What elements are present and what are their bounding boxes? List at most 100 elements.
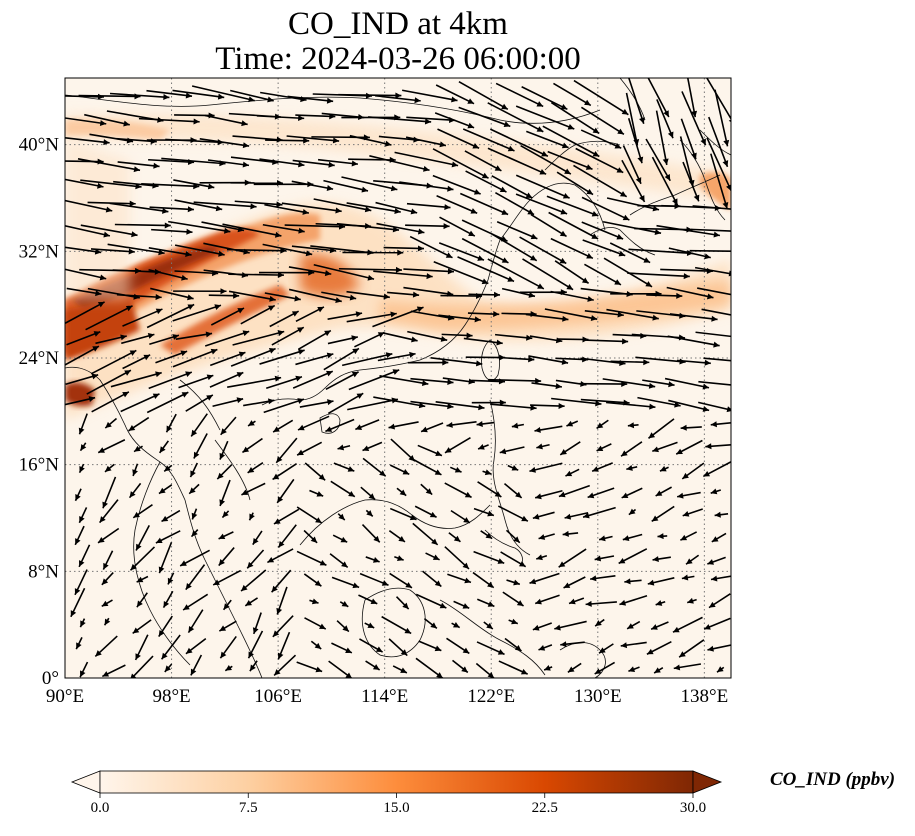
wind-arrow [338,92,402,99]
wind-arrow [498,660,528,675]
wind-arrow [323,347,360,371]
wind-arrow [191,508,198,520]
wind-arrow [452,659,469,674]
wind-arrow [430,356,483,367]
wind-arrow [521,86,568,111]
wind-arrow [548,211,599,240]
wind-arrow [666,286,714,300]
wind-arrow [185,637,207,655]
wind-arrow [193,433,208,459]
wind-arrow [148,247,192,257]
wind-arrow [538,533,555,540]
lat-tick-label: 8°N [28,561,59,582]
wind-arrow [515,174,570,199]
wind-arrow [65,178,104,189]
wind-arrow [272,615,294,638]
wind-arrow [173,179,215,190]
wind-arrow [331,576,360,589]
wind-arrow [534,425,563,433]
wind-arrow [65,373,99,385]
wind-arrow [128,482,142,499]
wind-arrow [174,199,223,212]
wind-arrow [337,444,351,451]
wind-arrow [132,619,152,635]
wind-arrow [90,248,135,255]
wind-arrow [645,138,671,182]
wind-arrow [496,221,538,240]
wind-arrow [75,636,83,650]
wind-arrow [685,554,700,565]
wind-arrow [107,243,165,256]
wind-arrow [117,161,160,169]
wind-arrow [296,661,323,673]
wind-arrow [339,601,349,608]
wind-arrow [703,617,731,630]
wind-arrow [273,508,300,525]
wind-arrow [554,620,587,631]
wind-arrow [129,546,156,571]
wind-arrow [190,413,208,437]
wind-arrow [80,224,138,238]
wind-arrow [373,396,426,409]
wind-arrow [475,662,495,678]
wind-arrow [381,615,412,635]
wind-arrow [277,631,291,660]
wind-arrow [114,222,171,229]
wind-arrow [528,355,569,365]
wind-arrow [536,554,548,561]
wind-arrow [155,350,188,364]
wind-arrow [158,484,173,495]
wind-arrow [472,571,495,589]
lon-tick-label: 98°E [152,686,190,707]
wind-arrow [78,413,88,435]
wind-arrow [388,421,419,430]
wind-arrow [150,287,194,301]
wind-arrow [444,482,472,499]
wind-arrow [438,314,481,323]
wind-arrow [519,236,567,265]
wind-arrow [508,618,519,625]
wind-arrow [77,157,141,173]
wind-arrow [193,201,257,210]
wind-arrow [482,469,492,476]
wind-arrow [407,330,448,342]
wind-arrow [573,79,629,116]
wind-arrow [218,620,237,632]
wind-arrow [304,617,327,630]
colorbar-min-extend [70,770,101,794]
wind-arrow [162,590,174,609]
wind-arrow [185,394,214,412]
wind-arrow [702,460,731,478]
wind-arrow [65,345,100,366]
wind-arrow [243,398,275,407]
wind-arrow [676,359,711,366]
wind-arrow [655,600,666,606]
wind-arrow [271,569,292,593]
wind-arrow [79,618,86,628]
wind-arrow [379,374,429,387]
wind-arrow [433,261,489,285]
wind-arrow [547,150,593,171]
wind-arrow [584,263,622,286]
wind-arrow [707,644,731,652]
wind-arrow [651,505,675,522]
wind-arrow [240,569,267,592]
wind-arrow [716,666,725,673]
wind-arrow [596,419,609,430]
wind-arrow [522,258,574,291]
wind-arrow [591,462,614,472]
wind-arrow [642,379,675,388]
wind-arrow [598,535,613,542]
wind-arrow [575,147,624,174]
wind-arrow [132,463,139,477]
wind-arrow [148,371,193,390]
wind-arrow [149,206,194,213]
wind-arrow [185,564,206,591]
wind-arrow [159,440,170,454]
wind-arrow [65,268,107,281]
wind-arrow [288,266,332,277]
wind-arrow [477,444,489,450]
wind-arrow [507,464,519,471]
wind-arrow [550,290,594,302]
